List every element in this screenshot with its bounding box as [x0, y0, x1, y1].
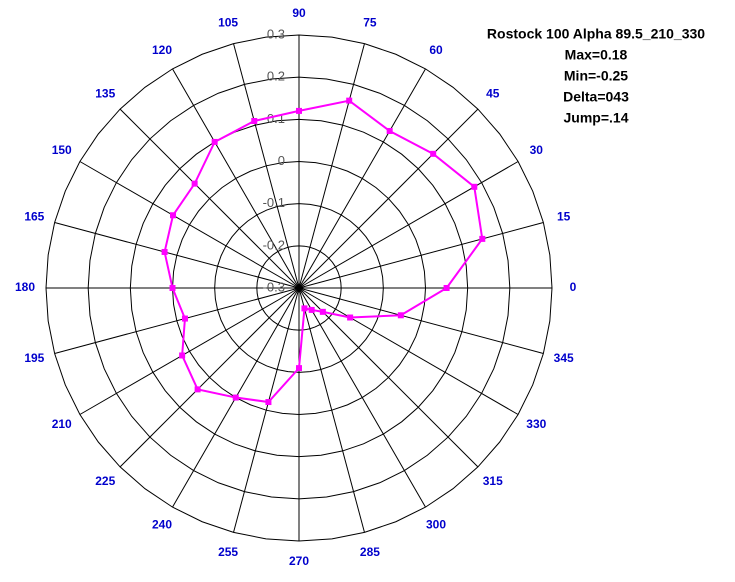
spoke	[54, 287, 300, 354]
spoke	[298, 43, 365, 289]
data-point	[170, 212, 177, 219]
chart-title: Rostock 100 Alpha 89.5_210_330	[487, 26, 705, 42]
angle-label: 150	[52, 143, 72, 157]
spoke	[298, 287, 544, 354]
data-point	[443, 285, 450, 291]
angle-label: 225	[95, 474, 115, 488]
spoke	[298, 287, 365, 533]
angle-label: 60	[429, 43, 443, 57]
data-point	[296, 365, 302, 372]
r-tick-label: -0.1	[263, 195, 285, 210]
angle-label: 270	[289, 554, 309, 568]
r-tick-label: 0.2	[267, 69, 285, 84]
angle-label: 75	[363, 16, 377, 30]
angle-label: 330	[526, 417, 546, 431]
data-point	[386, 127, 393, 134]
angle-label: 165	[24, 209, 44, 223]
annotation: Max=0.18	[565, 47, 628, 63]
spoke	[298, 68, 426, 289]
angle-label: 135	[95, 86, 115, 100]
annotation: Min=-0.25	[564, 68, 628, 84]
data-point	[265, 399, 272, 406]
data-point	[179, 352, 186, 359]
angle-label: 120	[152, 43, 172, 57]
data-point	[479, 235, 486, 242]
data-point	[191, 180, 198, 187]
data-point	[308, 306, 315, 313]
angle-label: 195	[24, 351, 44, 365]
data-point	[169, 285, 176, 291]
data-point	[194, 386, 201, 393]
data-point	[430, 150, 437, 157]
data-point	[397, 312, 404, 319]
angle-label: 315	[483, 474, 503, 488]
spoke	[233, 287, 300, 533]
data-point	[211, 138, 218, 145]
angle-label: 180	[15, 280, 35, 294]
spoke	[54, 222, 300, 289]
spoke	[298, 161, 519, 289]
angle-label: 300	[426, 517, 446, 531]
data-point	[301, 305, 308, 312]
data-point	[296, 107, 302, 114]
spoke	[172, 68, 300, 289]
r-tick-label: 0	[278, 153, 285, 168]
r-tick-label: 0.3	[267, 26, 285, 41]
r-tick-label: -0.2	[263, 237, 285, 252]
angle-label: 90	[292, 6, 306, 20]
spoke	[298, 222, 544, 289]
spoke	[298, 287, 479, 468]
data-point	[251, 118, 258, 125]
data-point	[471, 183, 478, 190]
angle-label: 0	[570, 280, 577, 294]
spoke	[233, 43, 300, 289]
angle-label: 285	[360, 545, 380, 559]
data-point	[181, 315, 188, 322]
angle-label: 210	[52, 417, 72, 431]
data-point	[346, 97, 353, 104]
spoke	[79, 287, 300, 415]
spoke	[298, 287, 426, 508]
data-point	[347, 314, 354, 321]
data-point	[161, 248, 168, 255]
spoke	[119, 108, 300, 289]
angle-label: 105	[218, 16, 238, 30]
angle-label: 255	[218, 545, 238, 559]
angle-label: 240	[152, 517, 172, 531]
data-point	[232, 394, 239, 401]
angle-label: 345	[554, 351, 574, 365]
annotation: Jump=.14	[564, 110, 629, 126]
spoke	[79, 161, 300, 289]
spoke	[298, 287, 519, 415]
spoke	[119, 287, 300, 468]
angle-label: 45	[486, 86, 500, 100]
angle-label: 15	[557, 209, 571, 223]
r-tick-label: -0.3	[263, 279, 285, 294]
data-point	[319, 308, 326, 315]
angle-label: 30	[530, 143, 544, 157]
annotation: Delta=043	[563, 89, 629, 105]
spoke	[298, 108, 479, 289]
